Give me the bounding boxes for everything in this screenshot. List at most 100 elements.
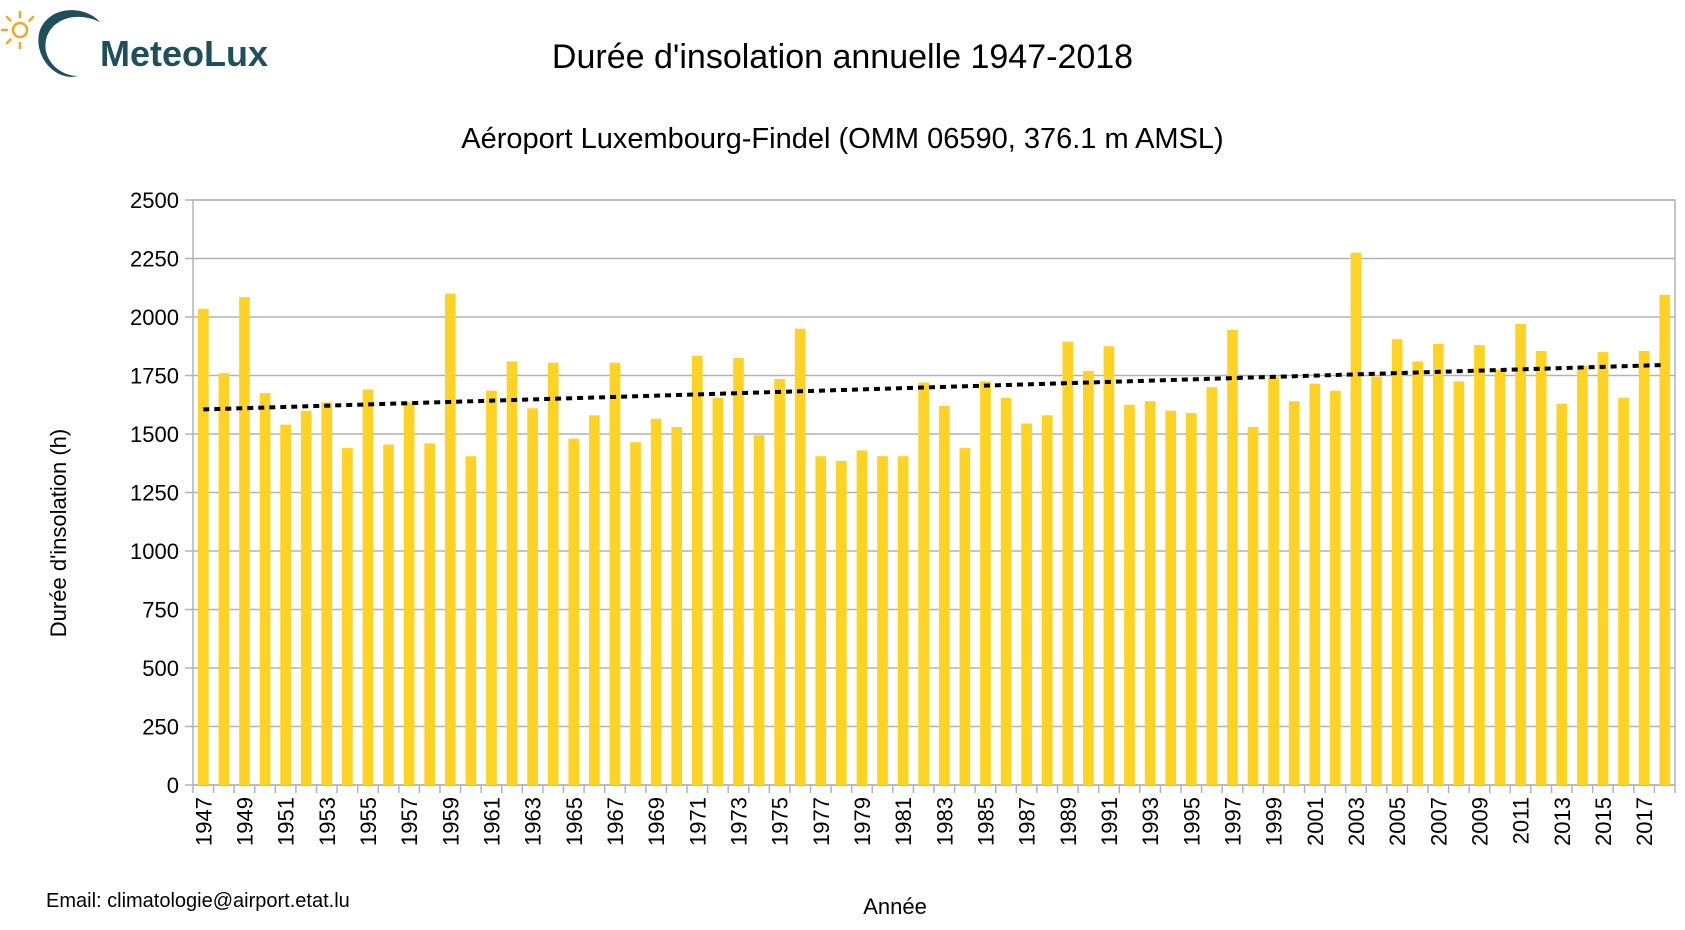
y-tick-label: 250 bbox=[142, 715, 179, 740]
bar-2015 bbox=[1597, 352, 1609, 785]
bar-1972 bbox=[712, 397, 724, 785]
bars bbox=[197, 252, 1671, 785]
y-tick-label: 750 bbox=[142, 598, 179, 623]
x-tick-label: 1991 bbox=[1097, 797, 1122, 846]
x-tick-label: 2013 bbox=[1550, 797, 1575, 846]
bar-1955 bbox=[362, 389, 374, 785]
x-tick-label: 1989 bbox=[1056, 797, 1081, 846]
bar-1973 bbox=[733, 357, 744, 785]
x-tick-label: 1959 bbox=[438, 797, 463, 846]
x-tick-label: 1953 bbox=[315, 797, 340, 846]
bar-2009 bbox=[1474, 345, 1485, 785]
bar-1948 bbox=[218, 373, 230, 785]
bar-2006 bbox=[1412, 361, 1424, 785]
bar-2010 bbox=[1494, 369, 1506, 785]
x-tick-label: 1965 bbox=[562, 797, 587, 846]
x-tick-label: 2001 bbox=[1303, 797, 1328, 846]
bar-1975 bbox=[774, 379, 785, 785]
x-tick-label: 2017 bbox=[1632, 797, 1657, 846]
x-tick-label: 1981 bbox=[891, 797, 916, 846]
bar-1993 bbox=[1144, 401, 1156, 785]
bar-1970 bbox=[671, 426, 683, 785]
bar-2014 bbox=[1577, 366, 1588, 785]
bar-1986 bbox=[1000, 397, 1012, 785]
bar-1958 bbox=[424, 443, 436, 785]
x-tick-label: 1973 bbox=[726, 797, 751, 846]
bar-1979 bbox=[856, 450, 868, 785]
x-tick-label: 2009 bbox=[1467, 797, 1492, 846]
x-tick-label: 1975 bbox=[768, 797, 793, 846]
x-tick-label: 1999 bbox=[1262, 797, 1287, 846]
x-tick-label: 1957 bbox=[397, 797, 422, 846]
x-tick-label: 1997 bbox=[1220, 797, 1245, 846]
x-tick-label: 1955 bbox=[356, 797, 381, 846]
x-tick-label: 1969 bbox=[644, 797, 669, 846]
x-tick-label: 2005 bbox=[1385, 797, 1410, 846]
bar-1983 bbox=[938, 405, 950, 785]
logo-text: MeteoLux bbox=[100, 33, 268, 74]
y-tick-label: 2500 bbox=[130, 188, 179, 213]
chart-title: Durée d'insolation annuelle 1947-2018 bbox=[551, 38, 1134, 76]
contact-email: Email: climatologie@airport.etat.lu bbox=[46, 890, 350, 912]
bar-2016 bbox=[1618, 397, 1629, 785]
x-tick-label: 2011 bbox=[1509, 797, 1534, 844]
y-tick-label: 2000 bbox=[130, 305, 179, 330]
bar-1967 bbox=[609, 362, 621, 785]
bar-1997 bbox=[1227, 329, 1238, 785]
bar-1954 bbox=[342, 448, 353, 785]
bar-2013 bbox=[1556, 403, 1568, 785]
y-tick-label: 1250 bbox=[130, 481, 179, 506]
x-tick-label: 1963 bbox=[521, 797, 546, 846]
bar-2003 bbox=[1350, 252, 1362, 785]
bar-2001 bbox=[1309, 383, 1321, 785]
x-tick-label: 1947 bbox=[191, 797, 216, 846]
bar-1956 bbox=[383, 444, 394, 785]
y-axis-label: Durée d'insolation (h) bbox=[46, 429, 71, 637]
bar-1994 bbox=[1165, 410, 1177, 785]
bar-2004 bbox=[1371, 376, 1382, 785]
bar-1968 bbox=[630, 442, 641, 785]
chart-subtitle: Aéroport Luxembourg-Findel (OMM 06590, 3… bbox=[461, 123, 1224, 155]
bar-2011 bbox=[1515, 324, 1526, 785]
bar-2008 bbox=[1453, 381, 1465, 785]
y-tick-label: 500 bbox=[142, 656, 179, 681]
x-tick-label: 1951 bbox=[274, 797, 299, 846]
y-axis-ticks: 0 250 500 750 1000 1250 1500 1750 2000 2250 2500 bbox=[130, 188, 179, 798]
bar-1965 bbox=[568, 438, 580, 785]
plot-frame bbox=[192, 199, 1676, 786]
bar-1971 bbox=[691, 355, 703, 785]
bar-1985 bbox=[980, 381, 991, 785]
y-tick-label: 2250 bbox=[130, 247, 179, 272]
bar-1977 bbox=[815, 456, 827, 785]
bar-1998 bbox=[1247, 426, 1259, 785]
x-axis-ticks: 1947 1949 1951 1953 1955 1957 1959 1961 1963 1965… bbox=[191, 785, 1676, 846]
y-tick-label: 1500 bbox=[130, 422, 179, 447]
x-tick-label: 1993 bbox=[1138, 797, 1163, 846]
bar-2012 bbox=[1535, 350, 1547, 785]
bar-1992 bbox=[1124, 404, 1135, 785]
bar-1991 bbox=[1103, 346, 1115, 785]
bar-1976 bbox=[794, 328, 806, 785]
bar-1974 bbox=[753, 435, 765, 785]
trend-line-path bbox=[203, 362, 1665, 412]
bar-1950 bbox=[259, 393, 271, 785]
x-tick-label: 1961 bbox=[479, 797, 504, 846]
sun-icon bbox=[0, 10, 35, 50]
bar-1989 bbox=[1062, 341, 1074, 785]
bar-1969 bbox=[650, 418, 662, 785]
x-tick-label: 2007 bbox=[1426, 797, 1451, 846]
bar-1963 bbox=[527, 408, 538, 785]
bar-2000 bbox=[1288, 401, 1300, 785]
bar-1982 bbox=[918, 382, 930, 785]
bar-1960 bbox=[465, 456, 477, 785]
bar-1947 bbox=[197, 308, 209, 785]
grid-lines bbox=[185, 199, 1676, 786]
bar-1957 bbox=[403, 402, 415, 785]
y-tick-label: 1000 bbox=[130, 539, 179, 564]
x-tick-label: 2003 bbox=[1344, 797, 1369, 846]
bar-1995 bbox=[1185, 412, 1197, 785]
bar-1990 bbox=[1083, 370, 1094, 785]
bar-2017 bbox=[1638, 350, 1650, 785]
y-tick-label: 0 bbox=[167, 773, 179, 798]
bar-2002 bbox=[1330, 390, 1341, 785]
